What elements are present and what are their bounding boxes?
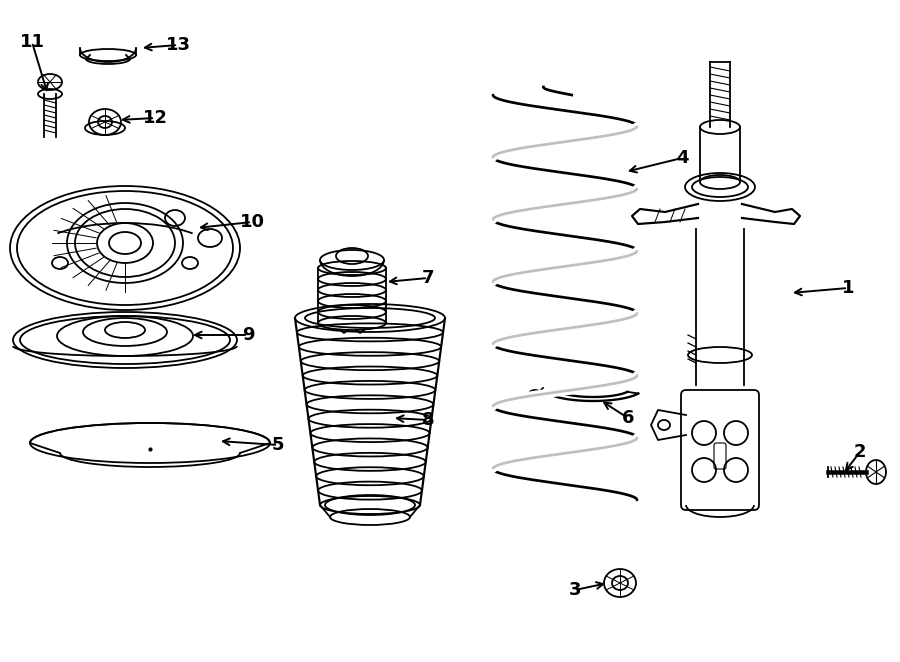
Text: 13: 13 <box>166 36 191 54</box>
Text: 12: 12 <box>142 109 167 127</box>
Text: 10: 10 <box>239 213 265 231</box>
Text: 9: 9 <box>242 326 254 344</box>
Text: 3: 3 <box>569 581 581 599</box>
Text: 5: 5 <box>272 436 284 454</box>
Text: 6: 6 <box>622 409 634 427</box>
Text: 7: 7 <box>422 269 434 287</box>
Text: 1: 1 <box>842 279 854 297</box>
Text: 2: 2 <box>854 443 866 461</box>
Text: 4: 4 <box>676 149 688 167</box>
Text: 11: 11 <box>20 33 44 51</box>
Text: 8: 8 <box>422 411 435 429</box>
